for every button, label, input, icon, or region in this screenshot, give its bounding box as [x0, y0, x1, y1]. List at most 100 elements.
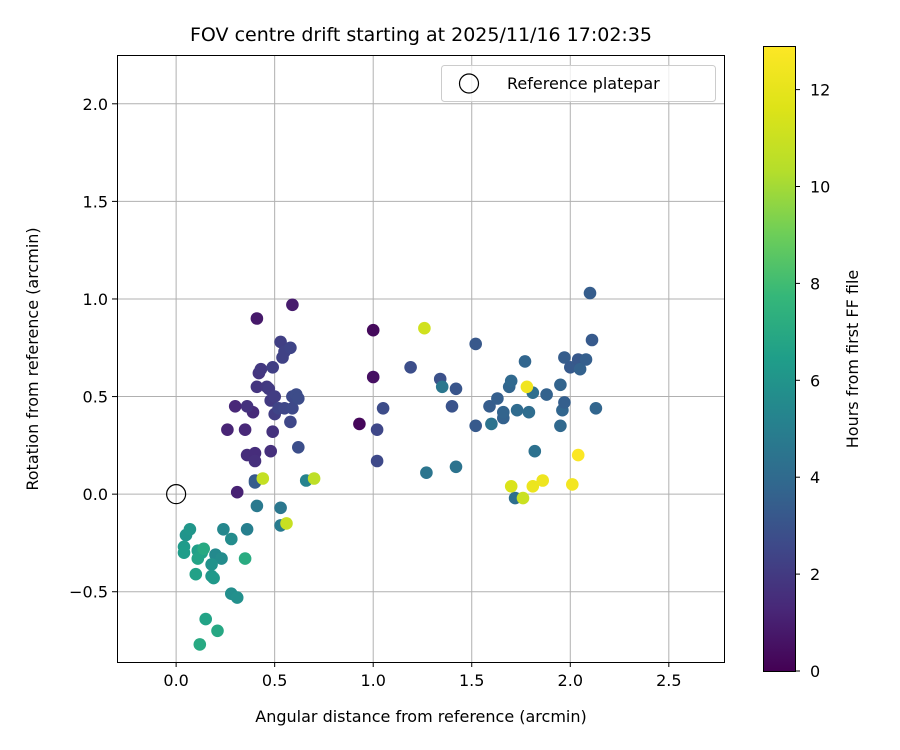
colorbar-ticks: 0 2 4 6 8 10 12 [795, 81, 830, 681]
data-point [254, 362, 268, 376]
data-point [404, 361, 417, 374]
data-point [497, 405, 510, 419]
y-axis-label: Rotation from reference (arcmin) [23, 227, 42, 490]
x-tick-label: 0.0 [163, 671, 188, 690]
data-point [240, 523, 254, 536]
colorbar-tick-label: 0 [810, 662, 820, 681]
data-point [526, 480, 540, 493]
data-point [366, 323, 380, 337]
data-points [177, 286, 603, 651]
data-point [228, 400, 242, 413]
data-point [522, 405, 536, 419]
data-point [491, 392, 504, 405]
data-point [268, 390, 282, 403]
data-point [483, 400, 496, 413]
plot-frame [117, 55, 725, 663]
data-point [264, 444, 278, 458]
colorbar-tick-label: 12 [810, 81, 830, 100]
colorbar-label: Hours from first FF file [843, 270, 862, 449]
x-axis-ticks: 0.0 0.5 1.0 1.5 2.0 2.5 [163, 662, 682, 690]
reference-platepar-marker [166, 484, 187, 505]
colorbar-frame [763, 46, 796, 672]
legend-entry-reference: Reference platepar [507, 74, 660, 93]
data-point [518, 355, 532, 368]
data-point [449, 382, 463, 396]
data-point [558, 351, 571, 364]
data-point [571, 448, 585, 462]
data-point [504, 480, 518, 493]
data-point [418, 321, 431, 335]
data-point [286, 402, 299, 415]
data-point [579, 353, 593, 366]
data-point [197, 542, 210, 556]
data-point [230, 485, 244, 499]
data-point [485, 417, 498, 431]
colorbar-tick-label: 4 [810, 468, 820, 487]
data-point [376, 402, 390, 415]
data-point [564, 361, 577, 374]
x-tick-label: 2.5 [656, 671, 681, 690]
data-point [250, 380, 264, 394]
colorbar-tick-label: 6 [810, 371, 820, 390]
data-point [536, 474, 549, 487]
data-point [445, 400, 459, 413]
data-point [238, 423, 252, 437]
colorbar-tick-label: 2 [810, 565, 820, 584]
data-point [191, 552, 205, 565]
data-point [585, 333, 599, 347]
data-point [215, 552, 228, 565]
data-point [256, 472, 270, 485]
y-tick-label: 1.0 [83, 290, 108, 309]
data-point [177, 546, 191, 559]
data-point [583, 286, 597, 300]
x-tick-label: 1.0 [360, 671, 385, 690]
y-tick-label: 2.0 [83, 95, 108, 114]
data-point [370, 454, 384, 468]
data-point [435, 380, 449, 394]
data-point [205, 558, 218, 571]
data-point [554, 378, 567, 392]
data-point [292, 392, 305, 405]
data-point [554, 419, 567, 433]
data-point [370, 423, 384, 437]
data-point [516, 491, 530, 505]
data-point [238, 552, 252, 565]
data-point [266, 425, 280, 439]
data-point [266, 361, 280, 374]
data-point [230, 591, 244, 604]
colorbar-tick-label: 8 [810, 274, 820, 293]
data-point [540, 388, 553, 401]
data-point [207, 571, 220, 585]
data-point [469, 419, 483, 433]
data-point [504, 374, 518, 388]
data-point [217, 523, 230, 536]
y-axis-ticks: −0.5 0.0 0.5 1.0 1.5 2.0 [69, 95, 117, 602]
x-tick-label: 0.5 [262, 671, 287, 690]
data-point [558, 396, 571, 409]
data-point [469, 337, 483, 351]
data-point [353, 417, 366, 431]
data-point [449, 460, 463, 474]
data-point [286, 298, 299, 312]
colorbar: 0 2 4 6 8 10 12 Hours from first FF file [763, 46, 862, 681]
data-point [225, 532, 238, 546]
data-point [189, 567, 203, 581]
legend-box: Reference platepar [441, 65, 716, 102]
data-point [199, 612, 212, 626]
data-point [248, 454, 262, 468]
data-point [420, 466, 433, 480]
data-point [573, 362, 587, 376]
chart-title: FOV centre drift starting at 2025/11/16 … [190, 24, 652, 46]
data-point [284, 341, 297, 355]
data-point [240, 400, 254, 413]
data-point [510, 403, 524, 417]
data-point [274, 335, 287, 349]
data-point [250, 499, 264, 513]
legend-reference-marker [458, 73, 480, 94]
x-tick-label: 2.0 [558, 671, 583, 690]
data-point [589, 402, 603, 415]
data-point [292, 441, 305, 454]
y-tick-label: 0.5 [83, 388, 108, 407]
x-axis-label: Angular distance from reference (arcmin) [255, 707, 586, 726]
